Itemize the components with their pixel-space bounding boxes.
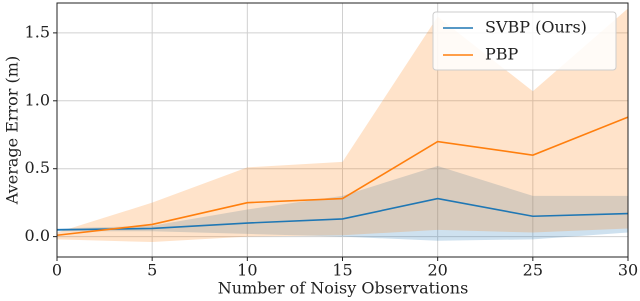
x-axis-label: Number of Noisy Observations: [218, 279, 469, 298]
plot-frame: [56, 2, 629, 258]
error-band: [57, 165, 628, 241]
y-tick-label: 0.0: [25, 226, 50, 245]
x-tick-label: 15: [332, 261, 352, 280]
x-tick-label: 25: [523, 261, 543, 280]
x-tick-label: 20: [427, 261, 447, 280]
y-axis-label: Average Error (m): [3, 56, 22, 205]
x-tick-label: 0: [52, 261, 62, 280]
x-tick-label: 30: [618, 261, 638, 280]
legend-box: [432, 11, 617, 71]
series-line: [56, 116, 629, 237]
legend-label: SVBP (Ours): [485, 18, 587, 37]
series-line: [56, 197, 629, 231]
x-tick-label: 5: [147, 261, 157, 280]
y-tick-label: 0.5: [25, 158, 50, 177]
legend-label: PBP: [485, 45, 519, 64]
x-tick-label: 10: [237, 261, 257, 280]
y-tick-label: 1.5: [25, 22, 50, 41]
y-tick-label: 1.0: [25, 90, 50, 109]
